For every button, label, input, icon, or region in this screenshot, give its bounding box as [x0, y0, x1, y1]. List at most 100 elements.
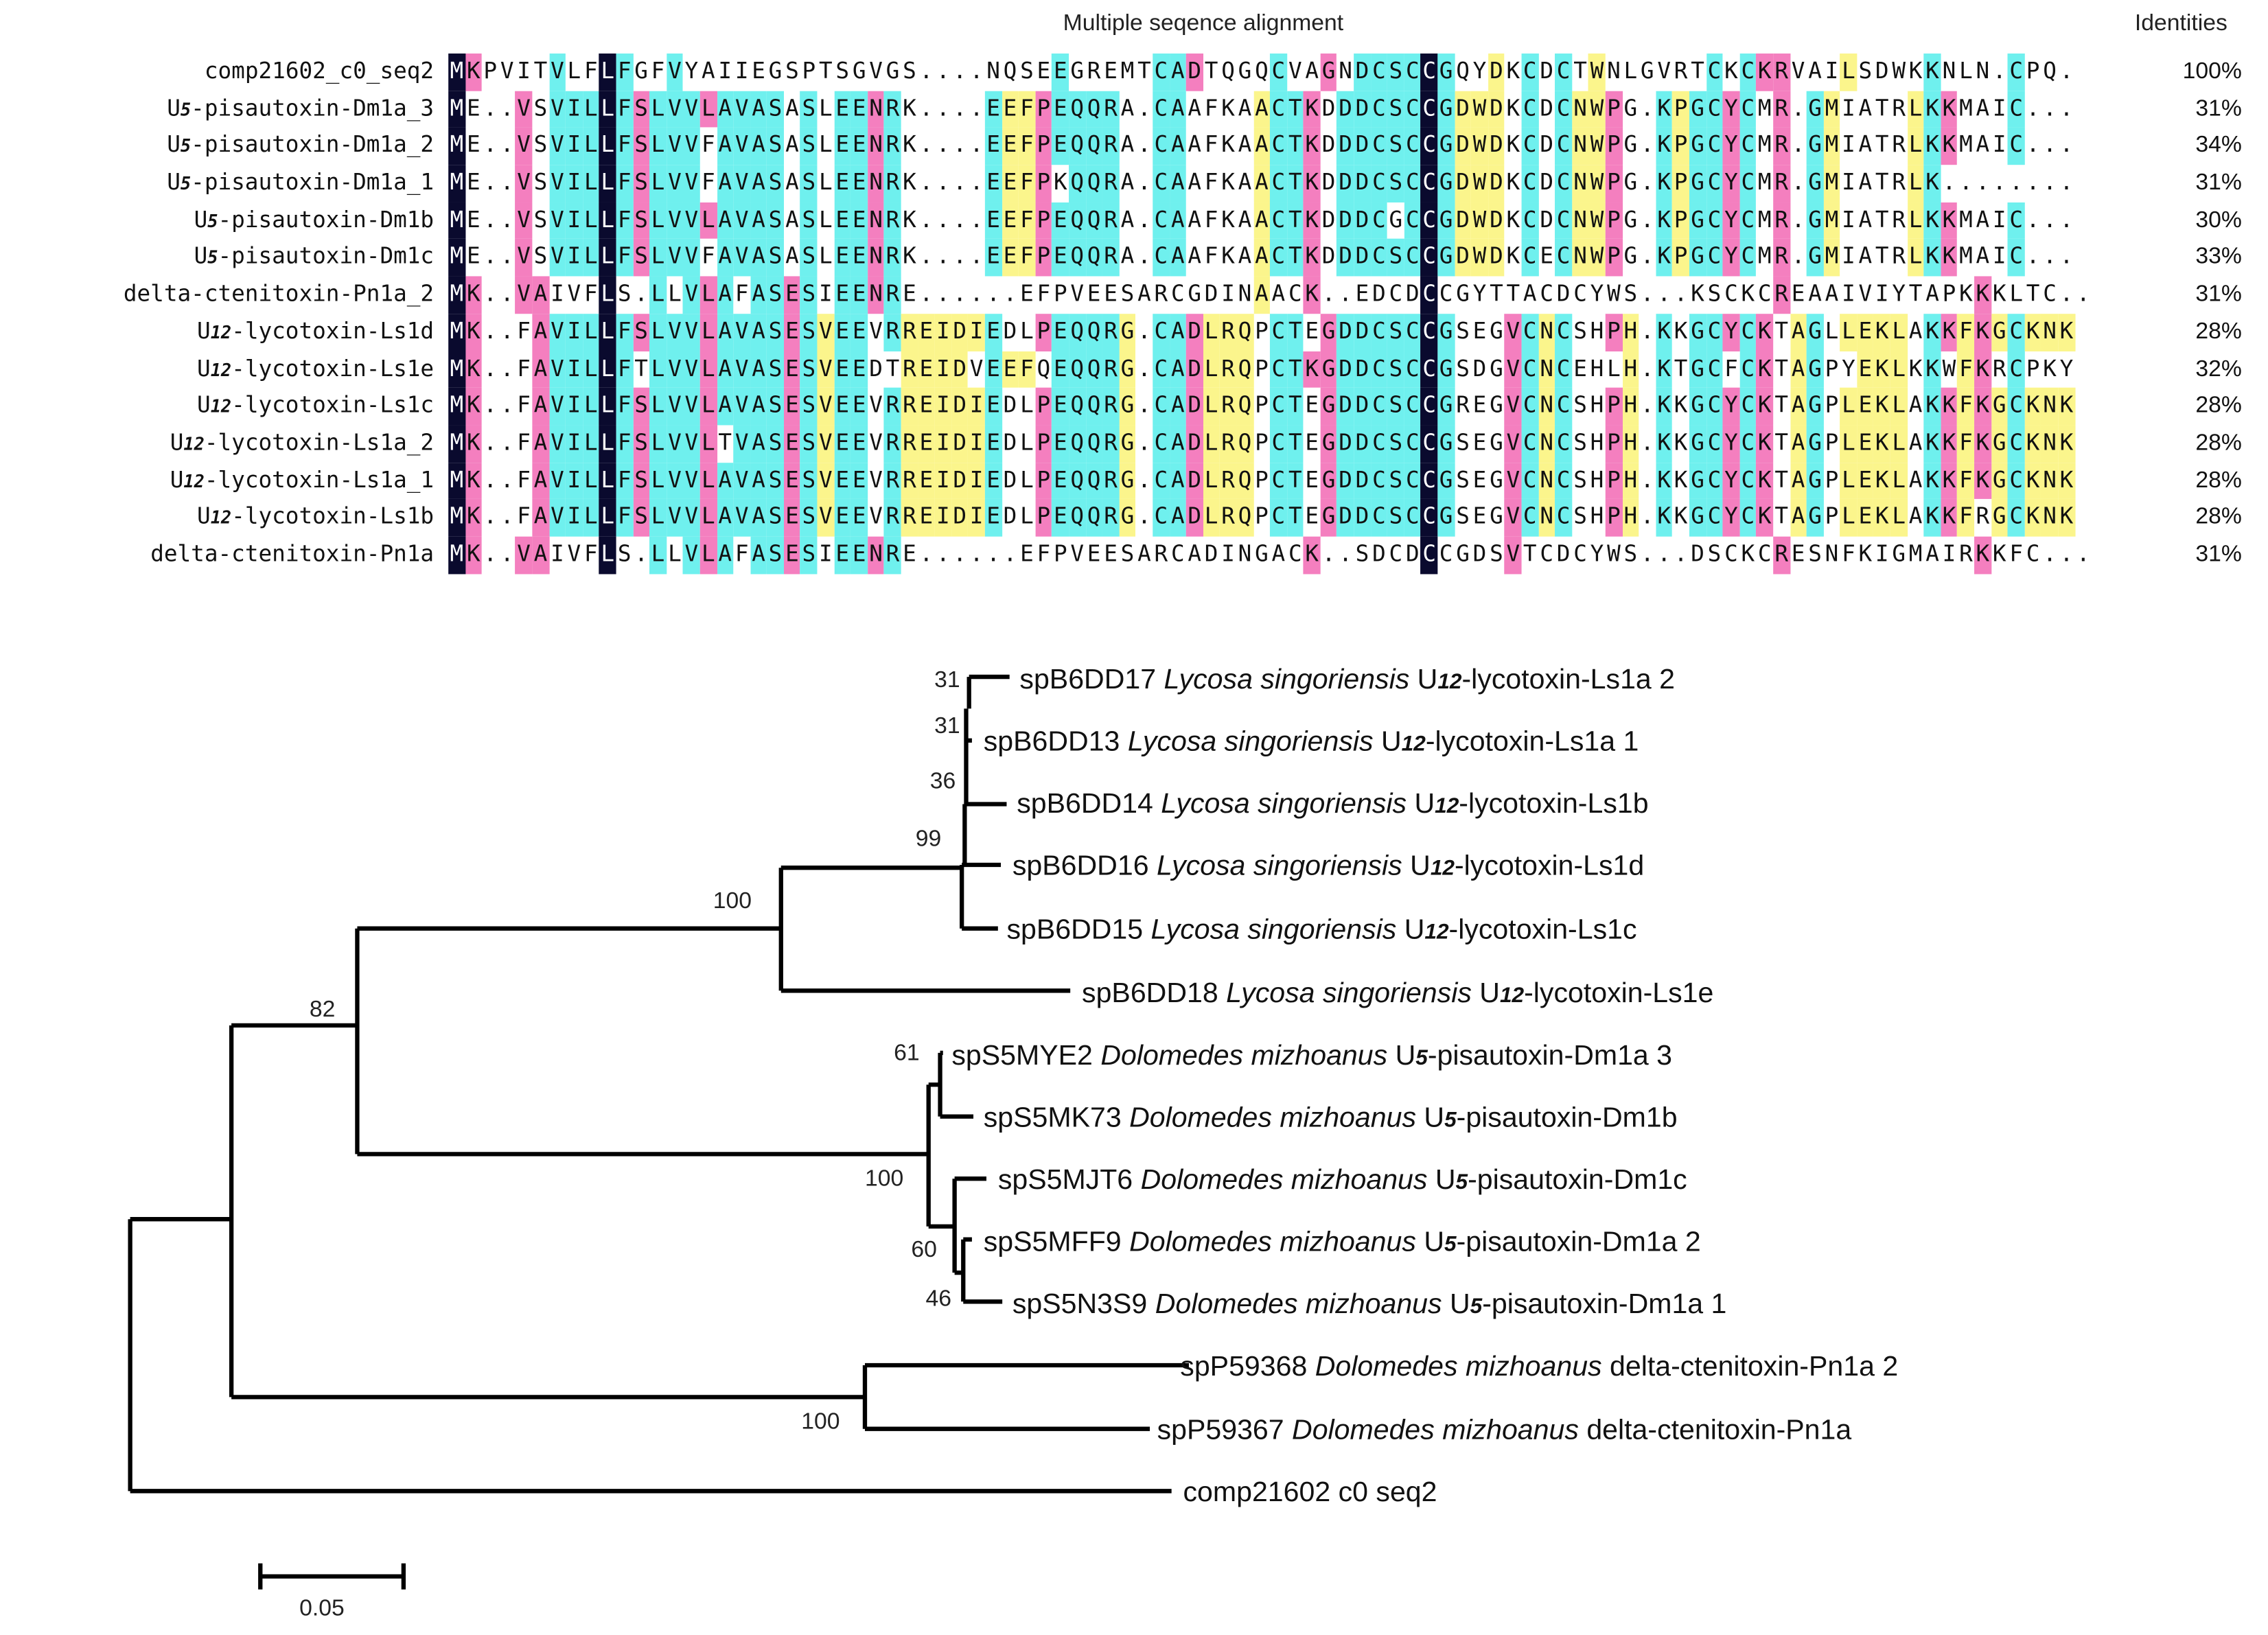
- residue: V: [733, 313, 750, 351]
- sequence-name-suffix: -lycotoxin-Ls1a_2: [204, 429, 435, 456]
- residue: C: [1404, 91, 1421, 128]
- leaf-genus: Dolomedes: [1315, 1350, 1458, 1382]
- residue: S: [767, 536, 784, 574]
- residue: G: [1070, 58, 1085, 84]
- residue: .: [936, 132, 950, 159]
- residue: E: [466, 95, 481, 121]
- bootstrap-value: 31: [934, 666, 960, 693]
- residue: .: [2043, 169, 2057, 196]
- residue: K: [1303, 165, 1321, 202]
- leaf-genus: Dolomedes: [1141, 1163, 1284, 1195]
- residue: D: [1488, 91, 1505, 128]
- residue: A: [1253, 239, 1271, 277]
- residue: V: [666, 313, 684, 351]
- residue: .: [483, 243, 498, 270]
- bootstrap-value: 46: [925, 1286, 951, 1312]
- residue: S: [800, 91, 818, 128]
- residue: T: [1875, 132, 1889, 159]
- residue: E: [850, 128, 868, 165]
- leaf-protein-prefix: delta-ctenitoxin-Pn1a 2: [1610, 1350, 1898, 1382]
- residue: K: [465, 462, 483, 500]
- residue: A: [1790, 388, 1807, 426]
- residue: C: [1555, 202, 1572, 240]
- residue: D: [1488, 165, 1505, 202]
- residue: C: [1288, 281, 1302, 307]
- sequence-name-prefix: U: [170, 466, 184, 493]
- residue: .: [1137, 392, 1151, 419]
- residue: D: [1336, 462, 1354, 500]
- residue: E: [1052, 350, 1069, 389]
- residue: S: [617, 281, 632, 307]
- residue: E: [850, 425, 868, 463]
- residue: L: [599, 425, 616, 463]
- residue: N: [867, 165, 885, 202]
- residue: D: [1540, 169, 1554, 196]
- residue: M: [1823, 91, 1840, 128]
- residue: .: [1137, 95, 1151, 121]
- residue: .: [483, 503, 498, 530]
- residue: C: [2007, 128, 2025, 165]
- residue: C: [1757, 281, 1772, 307]
- residue: A: [1169, 425, 1187, 463]
- residue: F: [616, 128, 633, 165]
- residue: A: [750, 128, 767, 165]
- residue: .: [1640, 466, 1654, 493]
- residue: R: [1102, 350, 1120, 389]
- residue: V: [548, 165, 566, 202]
- residue: E: [1087, 540, 1101, 567]
- residue: D: [1354, 350, 1371, 389]
- leaf-species: singoriensis: [1323, 977, 1472, 1008]
- residue: K: [1655, 165, 1673, 202]
- residue: R: [901, 350, 918, 389]
- residue: G: [1806, 313, 1824, 351]
- residue: E: [850, 202, 868, 240]
- residue: N: [2041, 313, 2059, 351]
- residue: R: [884, 536, 901, 574]
- residue: .: [1137, 169, 1151, 196]
- residue: G: [1188, 281, 1202, 307]
- residue: G: [1456, 281, 1470, 307]
- residue: E: [466, 206, 481, 233]
- residue: A: [532, 388, 549, 426]
- residue: E: [1052, 313, 1069, 351]
- residue: P: [802, 58, 816, 84]
- residue: K: [1655, 462, 1673, 500]
- residue: Q: [1069, 239, 1086, 277]
- residue: T: [1774, 355, 1789, 382]
- leaf-label: spS5MYE2 Dolomedes mizhoanus U5-pisautox…: [951, 1039, 1672, 1071]
- residue: G: [1490, 392, 1503, 419]
- residue: A: [1858, 169, 1873, 196]
- leaf-protein-prefix: U: [1396, 1039, 1416, 1071]
- residue: K: [1741, 540, 1755, 567]
- residue: V: [548, 128, 566, 165]
- leaf-protein-suffix: -pisautoxin-Dm1a 2: [1457, 1226, 1701, 1257]
- residue: E: [1052, 239, 1069, 277]
- leaf-protein-prefix: U: [1410, 850, 1431, 881]
- residue: F: [616, 499, 633, 537]
- residue: D: [1454, 202, 1472, 240]
- residue: E: [1020, 540, 1034, 567]
- residue: W: [1607, 540, 1621, 567]
- identity-value: 31%: [2195, 282, 2242, 307]
- residue: C: [1739, 53, 1757, 91]
- residue: C: [1404, 165, 1421, 202]
- residue: N: [1538, 499, 1555, 537]
- residue: .: [483, 318, 498, 345]
- residue: G: [1991, 462, 2008, 500]
- residue: M: [448, 91, 465, 128]
- residue: Q: [1069, 313, 1086, 351]
- residue: F: [616, 350, 633, 389]
- residue: A: [1858, 206, 1873, 233]
- residue: D: [1454, 165, 1472, 202]
- residue: M: [1959, 206, 1973, 233]
- residue: .: [483, 132, 498, 159]
- residue: T: [1286, 462, 1304, 500]
- residue: V: [548, 313, 566, 351]
- residue: E: [834, 462, 851, 500]
- residue: .: [500, 169, 514, 196]
- residue: D: [1336, 239, 1354, 277]
- residue: S: [1387, 128, 1404, 165]
- residue: K: [1974, 425, 1991, 463]
